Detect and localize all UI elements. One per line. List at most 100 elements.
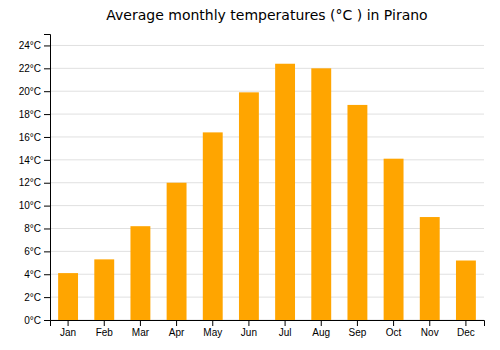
x-tick-mark [176,320,177,326]
x-tick: Jul [279,320,292,338]
x-tick: Dec [457,320,475,338]
x-tick: Feb [96,320,114,338]
y-tick-mark [44,251,50,252]
y-tick: 12°C [19,177,50,188]
bar [239,92,259,320]
x-tick-label: Sep [349,327,367,338]
y-tick-mark [44,228,50,229]
x-tick: Oct [386,320,402,338]
y-axis-line [44,35,51,321]
x-tick: Mar [132,320,150,338]
y-tick: 22°C [19,63,50,74]
y-tick-mark [44,274,50,275]
y-tick-mark [44,297,50,298]
x-tick-label: Mar [132,327,150,338]
bar [311,68,331,320]
y-axis: 0°C 2°C 4°C 6°C 8°C 10°C 12°C 14°C 16°C 18°C 20°C 2… [19,35,51,326]
y-tick-mark [44,320,50,321]
x-tick-mark [357,320,358,326]
grid-line [50,274,484,275]
grid-line [50,297,484,298]
title: Average monthly temperatures (°C ) in Pi… [106,7,427,23]
x-tick-label: Jan [60,327,76,338]
x-tick: Apr [169,320,185,338]
bar [456,261,476,320]
x-tick-label: Aug [312,327,330,338]
x-tick: Jun [241,320,257,338]
x-tick-mark [393,320,394,326]
grid [50,45,484,320]
x-tick-mark [248,320,249,326]
x-tick-mark [285,320,286,326]
y-tick-mark [44,45,50,46]
x-tick-label: May [203,327,222,338]
y-tick-label: 24°C [19,40,41,51]
y-tick-label: 22°C [19,63,41,74]
grid-line [50,114,484,115]
y-tick: 20°C [19,86,50,97]
bar [347,105,367,320]
y-tick-label: 18°C [19,109,41,120]
x-axis: Jan Feb Mar Apr May Jun Jul Aug Sep Oct Nov Dec [51,320,485,338]
y-tick-label: 20°C [19,86,41,97]
x-tick: Sep [349,320,367,338]
bar [203,132,223,320]
y-tick-mark [44,114,50,115]
y-tick: 2°C [24,292,50,303]
bar [167,183,187,320]
y-tick: 16°C [19,132,50,143]
y-tick: 18°C [19,109,50,120]
bar [130,226,150,320]
y-tick-mark [44,206,50,207]
bar [420,217,440,320]
x-tick-label: Jul [279,327,292,338]
x-tick-label: Nov [421,327,439,338]
y-tick-label: 4°C [24,269,41,280]
y-tick: 4°C [24,269,50,280]
grid-line [50,68,484,69]
grid-line [50,182,484,183]
y-tick: 14°C [19,155,50,166]
y-tick-label: 6°C [24,246,41,257]
x-tick-mark [104,320,105,326]
x-tick-mark [68,320,69,326]
x-axis-line [51,321,485,327]
x-tick-mark [429,320,430,326]
bar [94,259,114,320]
x-tick: Aug [312,320,330,338]
x-tick-mark [140,320,141,326]
y-tick-label: 16°C [19,132,41,143]
x-tick: May [203,320,222,338]
x-tick-mark [212,320,213,326]
y-tick: 10°C [19,200,50,211]
y-tick-label: 10°C [19,200,41,211]
grid-line [50,251,484,252]
bars [58,64,476,320]
y-tick-mark [44,137,50,138]
chart: Average monthly temperatures (°C ) in Pi… [0,0,500,350]
bar [384,159,404,320]
y-tick: 24°C [19,40,50,51]
x-tick-label: Feb [96,327,114,338]
y-tick: 6°C [24,246,50,257]
x-tick-label: Dec [457,327,475,338]
y-tick-label: 2°C [24,292,41,303]
x-tick-label: Apr [169,327,185,338]
bar [58,273,78,320]
y-tick: 0°C [24,315,50,326]
x-tick-label: Jun [241,327,257,338]
y-tick-label: 0°C [24,315,41,326]
y-tick-label: 12°C [19,177,41,188]
grid-line [50,159,484,160]
x-tick: Jan [60,320,76,338]
bar [275,64,295,320]
x-tick-mark [465,320,466,326]
x-tick-mark [321,320,322,326]
grid-line [50,136,484,137]
y-tick-mark [44,183,50,184]
y-tick-label: 8°C [24,223,41,234]
grid-line [50,45,484,46]
grid-line [50,91,484,92]
y-tick-mark [44,68,50,69]
y-tick-label: 14°C [19,155,41,166]
